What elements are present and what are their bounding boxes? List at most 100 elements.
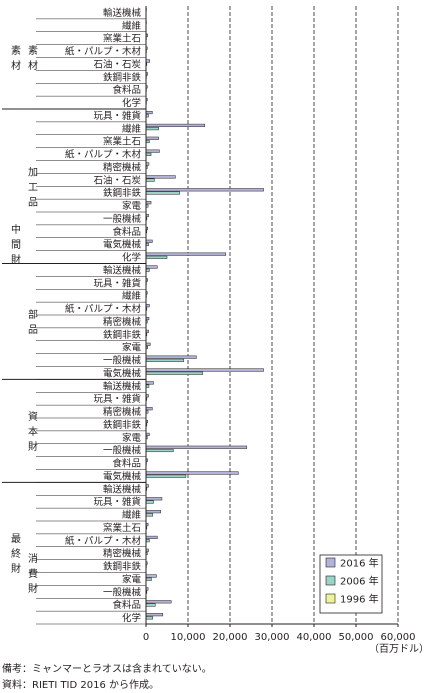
category-label: 繊維 — [122, 290, 142, 302]
bar-2016年-8 — [145, 110, 153, 115]
category-label: 鉄鋼非鉄 — [103, 419, 142, 431]
bar-2016年-9 — [145, 123, 206, 127]
x-tick-label: 20,000 — [213, 632, 248, 643]
category-label: 食料品 — [112, 599, 141, 611]
category-label: 精密機械 — [103, 406, 142, 418]
unit-label: （百万ドル） — [369, 643, 429, 655]
category-label: 鉄鋼非鉄 — [103, 187, 142, 199]
gridlines — [187, 6, 399, 624]
bar-2006年-46 — [145, 603, 156, 607]
category-label: 輸送機械 — [103, 380, 142, 392]
category-label: 紙・パルプ・木材 — [65, 535, 142, 547]
category-label: 化学 — [122, 252, 141, 264]
bar-2006年-41 — [145, 539, 150, 543]
group-label: 加工品 — [28, 166, 38, 208]
category-label: 鉄鋼非鉄 — [103, 329, 142, 341]
category-label: 紙・パルプ・木材 — [65, 303, 142, 315]
category-label: 精密機械 — [103, 548, 142, 560]
category-label: 鉄鋼非鉄 — [103, 561, 142, 573]
bar-2016年-23 — [145, 304, 150, 308]
group-label: 資本財 — [28, 411, 38, 453]
x-tick-label: 60,000 — [381, 632, 416, 643]
bar-2006年-27 — [145, 358, 185, 362]
bar-2006年-10 — [145, 139, 150, 144]
group-label: 消費財 — [28, 552, 38, 595]
bar-2006年-39 — [145, 513, 153, 517]
bar-2006年-13 — [145, 178, 155, 182]
category-label: 家電 — [122, 573, 142, 585]
bar-2016年-39 — [145, 510, 161, 514]
bar-2016年-20 — [145, 265, 158, 269]
category-label: 化学 — [122, 97, 141, 109]
bar-2006年-11 — [145, 152, 152, 156]
category-label: 輸送機械 — [103, 264, 142, 276]
category-label: 輸送機械 — [103, 483, 142, 495]
bar-2016年-4 — [145, 59, 151, 63]
bar-2016年-13 — [145, 175, 176, 179]
category-label: 玩具・雑貨 — [93, 277, 141, 289]
category-label: 一般機械 — [103, 355, 142, 367]
category-label: 家電 — [122, 432, 142, 444]
category-label: 家電 — [122, 342, 142, 354]
legend: 2016 年 2006 年 1996 年 — [319, 554, 383, 614]
bar-2006年-34 — [145, 448, 174, 453]
bar-2016年-36 — [145, 471, 239, 475]
bar-2016年-31 — [145, 407, 153, 411]
bar-2006年-20 — [145, 268, 150, 272]
x-tick-label: 40,000 — [297, 632, 332, 643]
bar-2016年-18 — [145, 239, 153, 243]
bar-2016年-28 — [145, 368, 264, 372]
group-label: 最終財 — [11, 533, 21, 575]
bar-2006年-28 — [145, 371, 203, 375]
note-remark: 備考：ミャンマーとラオスは含まれていない。 — [2, 664, 212, 675]
category-label: 一般機械 — [103, 586, 142, 598]
category-label: 化学 — [122, 612, 141, 624]
bar-2016年-27 — [145, 355, 197, 359]
bar-2016年-10 — [145, 136, 159, 140]
bars — [145, 7, 264, 620]
category-label: 精密機械 — [103, 161, 142, 173]
category-label: 食料品 — [112, 458, 141, 470]
bar-2006年-19 — [145, 255, 168, 259]
category-label: 玩具・雑貨 — [93, 496, 141, 508]
x-axis: 0 10,000 20,000 30,000 40,000 50,000 60,000 — [143, 6, 416, 643]
bar-2006年-44 — [145, 577, 152, 581]
category-label: 玩具・雑貨 — [93, 393, 141, 405]
x-tick-label: 0 — [143, 632, 149, 643]
category-label: 家電 — [122, 200, 142, 212]
category-label: 精密機械 — [103, 316, 142, 328]
bar-2016年-33 — [145, 432, 150, 436]
bar-2016年-38 — [145, 497, 163, 501]
category-label: 繊維 — [122, 123, 142, 135]
category-label: 窯業土石 — [103, 136, 141, 148]
category-label: 電気機械 — [103, 367, 142, 379]
bar-2016年-41 — [145, 535, 158, 539]
category-label: 繊維 — [122, 509, 142, 521]
bar-2006年-9 — [145, 127, 159, 131]
bar-2016年-44 — [145, 574, 157, 578]
bar-2016年-34 — [145, 445, 248, 449]
category-label: 石油・石炭 — [93, 174, 141, 186]
category-label: 食料品 — [112, 226, 141, 238]
bar-2006年-47 — [145, 616, 153, 620]
legend-label: 1996 年 — [340, 593, 379, 606]
bar-2006年-38 — [145, 500, 154, 504]
x-tick-label: 10,000 — [171, 632, 206, 643]
category-label: 石油・石炭 — [93, 58, 141, 70]
bar-2006年-36 — [145, 474, 187, 478]
category-label: 一般機械 — [103, 213, 142, 225]
x-tick-label: 50,000 — [339, 632, 374, 643]
group-label: 部品 — [28, 308, 38, 336]
legend-swatch — [325, 593, 336, 604]
bar-2016年-26 — [145, 342, 151, 346]
bar-2006年-14 — [145, 191, 180, 195]
bar-2016年-46 — [145, 600, 172, 604]
category-label: 輸送機械 — [103, 7, 142, 19]
category-label: 鉄鋼非鉄 — [103, 71, 142, 83]
bar-2016年-47 — [145, 613, 164, 617]
legend-swatch — [325, 575, 336, 586]
category-label: 窯業土石 — [103, 33, 141, 45]
group-label: 中間財 — [11, 223, 21, 266]
